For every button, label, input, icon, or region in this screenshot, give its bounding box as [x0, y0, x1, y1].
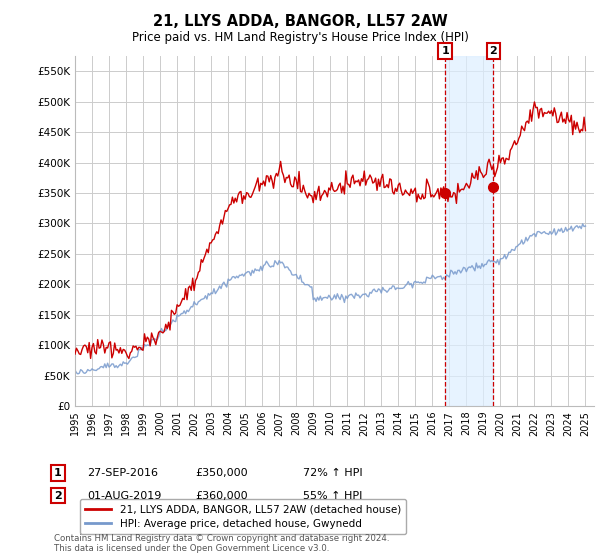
- Bar: [445, 56, 493, 406]
- Text: 21, LLYS ADDA, BANGOR, LL57 2AW: 21, LLYS ADDA, BANGOR, LL57 2AW: [152, 14, 448, 29]
- Text: 1: 1: [54, 468, 62, 478]
- Text: Contains HM Land Registry data © Crown copyright and database right 2024.
This d: Contains HM Land Registry data © Crown c…: [54, 534, 389, 553]
- Text: 01-AUG-2019: 01-AUG-2019: [87, 491, 161, 501]
- Text: 27-SEP-2016: 27-SEP-2016: [87, 468, 158, 478]
- Legend: 21, LLYS ADDA, BANGOR, LL57 2AW (detached house), HPI: Average price, detached h: 21, LLYS ADDA, BANGOR, LL57 2AW (detache…: [80, 499, 406, 534]
- Text: 55% ↑ HPI: 55% ↑ HPI: [303, 491, 362, 501]
- Text: £350,000: £350,000: [195, 468, 248, 478]
- Text: £360,000: £360,000: [195, 491, 248, 501]
- Text: 1: 1: [441, 46, 449, 56]
- Text: 2: 2: [490, 46, 497, 56]
- Text: 2: 2: [54, 491, 62, 501]
- Text: Price paid vs. HM Land Registry's House Price Index (HPI): Price paid vs. HM Land Registry's House …: [131, 31, 469, 44]
- Text: 72% ↑ HPI: 72% ↑ HPI: [303, 468, 362, 478]
